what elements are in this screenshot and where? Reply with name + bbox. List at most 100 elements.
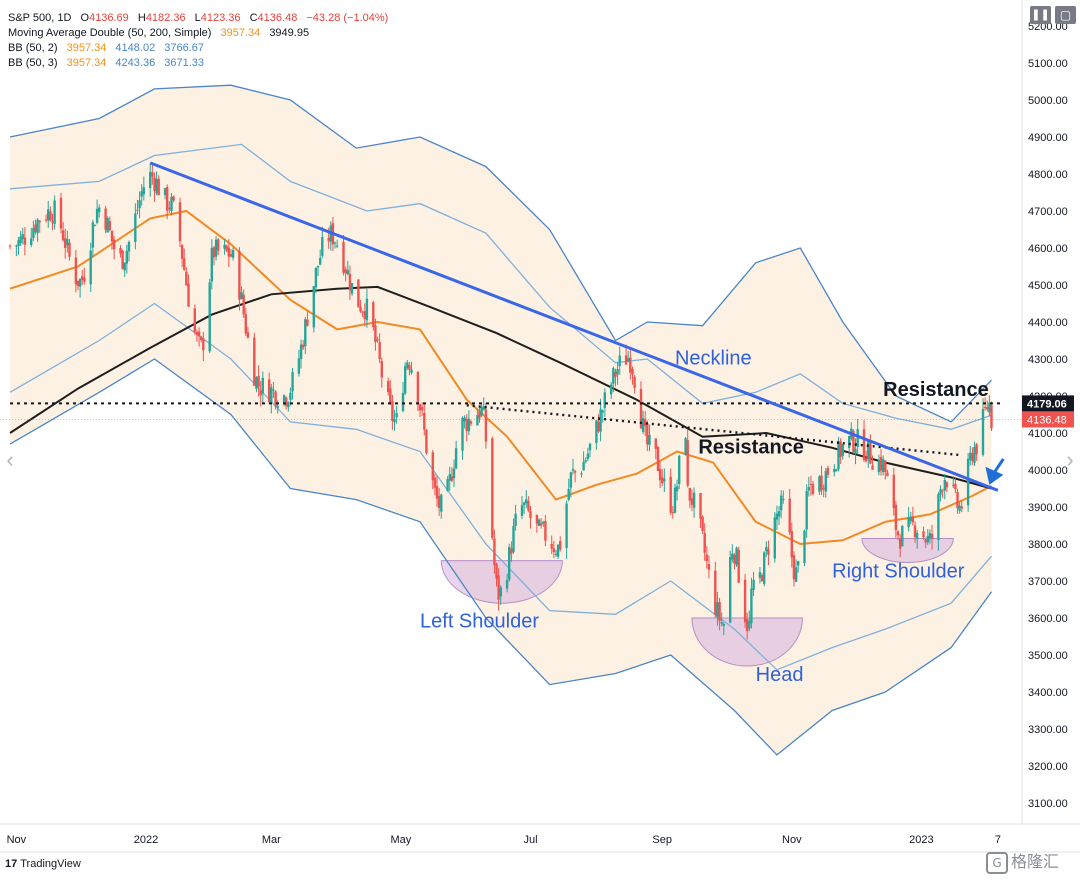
price-tick-label: 3900.00 bbox=[1028, 502, 1068, 514]
candle bbox=[718, 597, 721, 631]
candle bbox=[244, 307, 247, 336]
candle bbox=[884, 459, 887, 480]
candle-body bbox=[841, 444, 844, 456]
candle bbox=[746, 612, 749, 640]
candle bbox=[110, 230, 114, 250]
candle-body bbox=[359, 306, 362, 312]
candle-body bbox=[23, 237, 27, 245]
candle-body bbox=[782, 499, 785, 500]
candle-body bbox=[690, 498, 694, 505]
candle-body bbox=[797, 561, 800, 566]
candle bbox=[550, 535, 553, 555]
candle-body bbox=[852, 430, 855, 452]
time-tick-label: 2022 bbox=[134, 834, 158, 846]
candle-body bbox=[91, 222, 95, 248]
candle-body bbox=[268, 379, 271, 402]
candle-body bbox=[703, 533, 706, 553]
candle bbox=[701, 515, 704, 534]
candle-body bbox=[98, 207, 101, 213]
candle-body bbox=[68, 242, 71, 257]
candle-body bbox=[357, 279, 360, 308]
price-axis[interactable]: 3100.00 3200.00 3300.00 3400.00 3500.00 3600.… bbox=[1021, 0, 1074, 824]
candle-body bbox=[142, 187, 145, 195]
candle bbox=[480, 404, 483, 418]
candle-body bbox=[701, 516, 704, 532]
candle bbox=[862, 420, 866, 463]
candle bbox=[733, 553, 736, 570]
candle bbox=[818, 475, 821, 495]
candle-body bbox=[291, 371, 294, 392]
pause-icon[interactable]: ❚❚ bbox=[1030, 6, 1051, 24]
candle bbox=[767, 540, 770, 566]
candle-body bbox=[461, 417, 464, 451]
candle-body bbox=[493, 538, 496, 566]
candle-body bbox=[671, 512, 674, 513]
scroll-right-icon[interactable]: › bbox=[1066, 447, 1074, 472]
price-tick-label: 4500.00 bbox=[1028, 280, 1068, 292]
expand-icon[interactable]: ▢ bbox=[1055, 6, 1076, 24]
candle bbox=[44, 214, 48, 223]
candle-body bbox=[958, 505, 961, 511]
candle-body bbox=[911, 516, 915, 523]
candle-body bbox=[945, 482, 949, 488]
candle-body bbox=[899, 538, 902, 549]
candle bbox=[372, 300, 375, 331]
candle-body bbox=[306, 319, 309, 326]
candle bbox=[569, 471, 573, 498]
candle-body bbox=[187, 283, 190, 307]
price-tick-label: 4100.00 bbox=[1028, 428, 1068, 440]
time-axis[interactable]: Nov 2022 Mar May Jul Sep Nov 2023 7 bbox=[0, 823, 1080, 853]
candle-body bbox=[811, 483, 815, 494]
candle-body bbox=[344, 269, 347, 274]
candle-body bbox=[616, 369, 619, 375]
candle bbox=[824, 468, 827, 498]
candle-body bbox=[197, 331, 201, 337]
candle-body bbox=[901, 526, 904, 547]
candle bbox=[729, 550, 732, 624]
candle bbox=[544, 514, 547, 547]
candle bbox=[580, 471, 583, 478]
candle bbox=[877, 454, 881, 476]
candle bbox=[423, 402, 426, 436]
candle-body bbox=[601, 410, 604, 413]
candle bbox=[151, 162, 154, 185]
candle bbox=[922, 526, 925, 540]
candle bbox=[168, 201, 171, 214]
candle bbox=[291, 367, 294, 400]
price-tick-label: 4000.00 bbox=[1028, 465, 1068, 477]
candle-body bbox=[89, 250, 92, 285]
candle-body bbox=[372, 302, 375, 328]
scroll-left-icon[interactable]: ‹ bbox=[6, 447, 14, 472]
candle-body bbox=[937, 493, 940, 540]
candle bbox=[304, 316, 307, 355]
tradingview-logo[interactable]: 17 TradingView bbox=[5, 858, 81, 870]
price-tick-label: 3200.00 bbox=[1028, 761, 1068, 773]
candle-body bbox=[986, 407, 989, 410]
candle bbox=[612, 366, 615, 393]
candle bbox=[401, 381, 405, 413]
candle-body bbox=[926, 536, 929, 543]
price-tick-label: 3400.00 bbox=[1028, 687, 1068, 699]
candle bbox=[909, 511, 912, 525]
candle bbox=[374, 318, 377, 351]
candle bbox=[495, 562, 498, 587]
candle bbox=[584, 457, 587, 464]
candle bbox=[644, 411, 647, 437]
candle-body bbox=[629, 357, 632, 373]
candle bbox=[879, 449, 883, 476]
candle-body bbox=[569, 472, 573, 488]
candle-body bbox=[960, 506, 963, 509]
candle bbox=[404, 362, 407, 396]
candle-body bbox=[924, 539, 927, 543]
candle bbox=[790, 522, 793, 568]
candle-body bbox=[138, 200, 141, 209]
candle bbox=[81, 269, 84, 286]
candle bbox=[684, 437, 687, 456]
candle-body bbox=[871, 465, 874, 470]
candle bbox=[848, 435, 851, 458]
candle bbox=[618, 346, 621, 375]
candle bbox=[61, 222, 65, 242]
candle bbox=[121, 249, 124, 270]
candle-body bbox=[983, 407, 987, 409]
